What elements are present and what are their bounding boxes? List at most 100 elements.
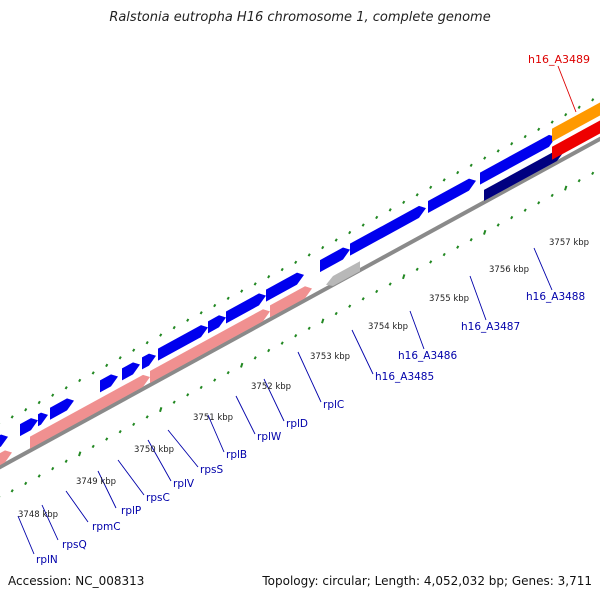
gene-rplW[interactable] [208, 315, 226, 334]
gene-h16-a3488-fwd[interactable] [480, 134, 556, 185]
tick-dot [388, 282, 392, 286]
tick-dot [375, 289, 379, 294]
gene-h16-a3485[interactable] [326, 261, 360, 286]
gene-rplN[interactable] [0, 434, 8, 453]
tick-dot [253, 282, 257, 286]
tick-dot [105, 437, 109, 441]
label-rplw[interactable]: rplW [257, 431, 282, 443]
gene-rplV[interactable] [122, 362, 140, 381]
tick-dot [483, 229, 487, 235]
tick-dot [145, 415, 149, 419]
gene-rpsC[interactable] [100, 374, 118, 393]
tick-dot [469, 163, 473, 168]
label-rpln[interactable]: rplN [36, 554, 58, 566]
label-rpsq[interactable]: rpsQ [62, 539, 87, 551]
gene-rpmC[interactable] [38, 412, 48, 427]
map-title: Ralstonia eutropha H16 chromosome 1, com… [109, 10, 491, 25]
label-leader [409, 310, 425, 350]
tick-dot [442, 252, 446, 257]
label-rplb[interactable]: rplB [226, 449, 247, 461]
tick-dot [118, 430, 122, 434]
label-leader [17, 515, 35, 555]
tick-dot [469, 238, 473, 242]
tick-dot [132, 422, 136, 427]
label-rplc[interactable]: rplC [323, 399, 344, 411]
tick-dot [334, 238, 338, 242]
rna-segment-2[interactable] [150, 309, 270, 384]
gene-rplP[interactable] [50, 398, 74, 420]
gene-rplD[interactable] [226, 293, 266, 324]
tick-dot [564, 185, 568, 191]
rna-segment-0[interactable] [0, 450, 12, 476]
rna-segment-3[interactable] [270, 286, 312, 318]
gene-h16-a3486[interactable] [350, 205, 426, 256]
tick-dot [456, 170, 460, 175]
label-leader [65, 490, 89, 523]
tick-label: 3753 kbp [310, 352, 350, 362]
tick-dot [348, 230, 352, 235]
label-leader [117, 459, 145, 496]
tick-dot [483, 156, 487, 160]
gene-h16-a3485-fwd[interactable] [320, 247, 350, 273]
feature-orange[interactable] [552, 100, 600, 142]
tick-dot [280, 267, 284, 272]
tick-label: 3752 kbp [251, 382, 291, 392]
label-leader [297, 351, 322, 403]
tick-dot [226, 370, 230, 375]
label-h16-a3485[interactable]: h16_A3485 [375, 371, 434, 383]
gene-rplC[interactable] [266, 272, 304, 302]
gene-h16-a3488[interactable] [484, 149, 564, 201]
gene-rpsQ[interactable] [20, 418, 38, 437]
label-rpss[interactable]: rpsS [200, 464, 223, 476]
label-rplv[interactable]: rplV [173, 478, 195, 490]
label-rpld[interactable]: rplD [286, 418, 308, 430]
top-label-leader [557, 65, 577, 113]
tick-dot [321, 245, 325, 250]
feature-red[interactable] [552, 118, 600, 160]
tick-dot [64, 386, 68, 390]
tick-dot [402, 200, 406, 205]
tick-dot [24, 408, 28, 412]
gene-rplB[interactable] [158, 325, 208, 361]
tick-dot [402, 274, 406, 280]
gene-h16-a3487[interactable] [428, 178, 476, 213]
tick-dot [78, 378, 82, 383]
backbone-line [0, 136, 600, 470]
tick-dot [186, 318, 190, 322]
tick-dot [361, 223, 365, 227]
tick-dot [199, 385, 203, 390]
label-leader [41, 504, 59, 541]
tick-dot [24, 481, 28, 486]
tick-dot [415, 193, 419, 197]
accession-text: Accession: NC_008313 [8, 574, 145, 588]
tick-dot [523, 134, 527, 139]
label-h16-a3487[interactable]: h16_A3487 [461, 321, 520, 333]
tick-dot [496, 149, 500, 153]
label-h16-a3489[interactable]: h16_A3489 [528, 53, 590, 66]
genome-summary-text: Topology: circular; Length: 4,052,032 bp… [262, 574, 592, 588]
tick-dot [280, 341, 284, 345]
label-h16-a3486[interactable]: h16_A3486 [398, 350, 457, 362]
label-leader [147, 439, 172, 482]
label-leader [351, 329, 374, 375]
tick-dot [240, 362, 244, 368]
tick-label: 3751 kbp [193, 413, 233, 423]
label-rpmc[interactable]: rpmC [92, 521, 121, 533]
tick-dot [91, 444, 95, 449]
label-rpsc[interactable]: rpsC [146, 492, 170, 504]
label-rplp[interactable]: rplP [121, 505, 141, 517]
label-leader [167, 429, 199, 468]
tick-dot [564, 112, 568, 117]
tick-label: 3755 kbp [429, 294, 469, 304]
tick-dot [456, 245, 460, 249]
tick-label: 3756 kbp [489, 265, 529, 275]
gene-rpsS[interactable] [142, 353, 156, 370]
label-leader [263, 378, 285, 422]
label-h16-a3488[interactable]: h16_A3488 [526, 291, 585, 303]
tick-dot [550, 193, 554, 198]
rna-segment-1[interactable] [30, 374, 150, 449]
tick-dot [591, 98, 595, 102]
